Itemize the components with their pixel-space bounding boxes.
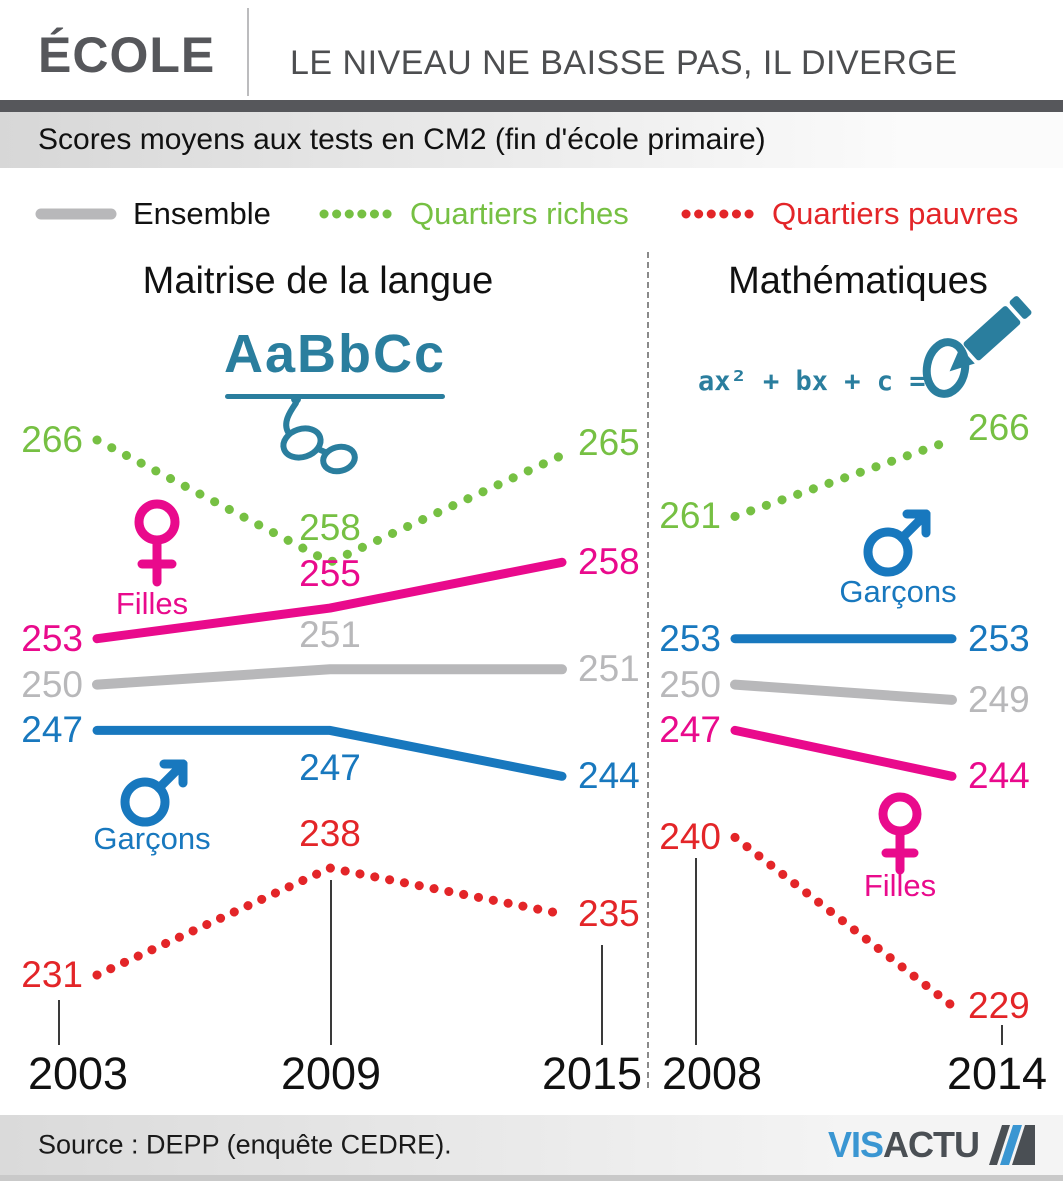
visactu-wordmark: VISACTU bbox=[827, 1124, 980, 1165]
series-line-quartiers-riches bbox=[730, 435, 957, 521]
series-line-quartiers-pauvres bbox=[730, 832, 957, 1011]
annotation-label-garcons: Garçons bbox=[839, 574, 957, 609]
value-label-quartiers-pauvres: 238 bbox=[299, 813, 361, 854]
series-line-ensemble bbox=[730, 679, 957, 705]
axis-tick bbox=[695, 858, 697, 1045]
legend-label: Ensemble bbox=[133, 196, 271, 231]
value-label-gar-ons: 244 bbox=[578, 755, 640, 797]
x-tick-label: 2008 bbox=[661, 1048, 763, 1099]
annotation-label-filles: Filles bbox=[115, 586, 189, 621]
value-label-gar-ons: 247 bbox=[299, 747, 361, 789]
math-formula-text: ax² + bx + c = bbox=[698, 366, 926, 397]
panel-divider bbox=[647, 252, 649, 1088]
page-title: LE NIVEAU NE BAISSE PAS, IL DIVERGE bbox=[290, 44, 958, 82]
axis-tick bbox=[330, 880, 332, 1045]
chalk-underline bbox=[225, 394, 445, 399]
value-label-ensemble: 251 bbox=[578, 648, 640, 690]
footer-bar: Source : DEPP (enquête CEDRE). VISACTU bbox=[0, 1115, 1063, 1175]
value-label-quartiers-riches: 265 bbox=[578, 422, 640, 464]
value-label-gar-ons: 253 bbox=[659, 617, 721, 659]
value-label-quartiers-riches: 266 bbox=[968, 407, 1030, 448]
value-label-ensemble: 250 bbox=[659, 663, 721, 705]
visactu-logo: VISACTU bbox=[828, 1124, 1035, 1166]
source-credit: Source : DEPP (enquête CEDRE). bbox=[38, 1129, 452, 1160]
value-label-filles: 244 bbox=[968, 755, 1030, 797]
value-label-ensemble: 250 bbox=[21, 663, 83, 705]
axis-tick bbox=[1001, 1025, 1003, 1045]
value-label-gar-ons: 247 bbox=[21, 709, 83, 751]
value-label-gar-ons: 253 bbox=[968, 617, 1030, 659]
value-label-quartiers-riches: 258 bbox=[299, 507, 361, 549]
left-chart-title: Maitrise de la langue bbox=[142, 260, 494, 302]
female-icon bbox=[134, 499, 180, 587]
male-icon bbox=[863, 509, 931, 577]
x-tick-label: 2009 bbox=[280, 1048, 382, 1099]
glasses-icon bbox=[280, 394, 358, 475]
legend-item-riches: Quartiers riches bbox=[318, 196, 629, 232]
legend-item-pauvres: Quartiers pauvres bbox=[680, 196, 1018, 232]
annotation-label-garcons: Garçons bbox=[93, 821, 211, 856]
annotation-label-filles: Filles bbox=[863, 868, 937, 903]
visactu-mark-icon bbox=[989, 1125, 1035, 1165]
value-label-quartiers-pauvres: 235 bbox=[578, 892, 640, 934]
axis-tick bbox=[58, 1000, 60, 1045]
value-label-filles: 247 bbox=[659, 709, 721, 751]
value-label-quartiers-pauvres: 231 bbox=[21, 954, 83, 995]
x-tick-label: 2015 bbox=[541, 1048, 643, 1099]
axis-tick bbox=[601, 945, 603, 1045]
bottom-edge-strip bbox=[0, 1175, 1063, 1181]
legend-label: Quartiers riches bbox=[410, 196, 629, 231]
subtitle: Scores moyens aux tests en CM2 (fin d'éc… bbox=[38, 123, 766, 156]
x-tick-label: 2014 bbox=[946, 1048, 1048, 1099]
value-label-ensemble: 251 bbox=[299, 614, 361, 656]
right-chart-title: Mathématiques bbox=[728, 260, 988, 302]
value-label-filles: 253 bbox=[21, 617, 83, 659]
value-label-filles: 258 bbox=[578, 541, 640, 583]
kicker: ÉCOLE bbox=[38, 27, 216, 83]
legend-item-ensemble: Ensemble bbox=[35, 196, 271, 232]
value-label-quartiers-riches: 266 bbox=[21, 419, 83, 460]
value-label-filles: 255 bbox=[299, 553, 361, 595]
green-dotted-swatch-icon bbox=[319, 209, 394, 219]
value-label-ensemble: 249 bbox=[968, 678, 1030, 720]
x-tick-label: 2003 bbox=[27, 1048, 129, 1099]
solid-line-swatch-icon bbox=[35, 208, 117, 220]
series-line-ensemble bbox=[92, 664, 567, 690]
value-label-quartiers-riches: 261 bbox=[659, 495, 721, 537]
header-divider bbox=[247, 8, 249, 96]
pencil-icon bbox=[922, 296, 1032, 398]
red-dotted-swatch-icon bbox=[681, 209, 756, 219]
legend-label: Quartiers pauvres bbox=[772, 196, 1019, 231]
value-label-quartiers-pauvres: 240 bbox=[659, 816, 721, 858]
language-sample-text: AaBbCc bbox=[223, 324, 447, 384]
header-bar bbox=[0, 100, 1063, 112]
series-line-filles bbox=[730, 725, 957, 781]
value-label-quartiers-pauvres: 229 bbox=[968, 984, 1030, 1026]
subtitle-bar: Scores moyens aux tests en CM2 (fin d'éc… bbox=[0, 112, 1063, 168]
